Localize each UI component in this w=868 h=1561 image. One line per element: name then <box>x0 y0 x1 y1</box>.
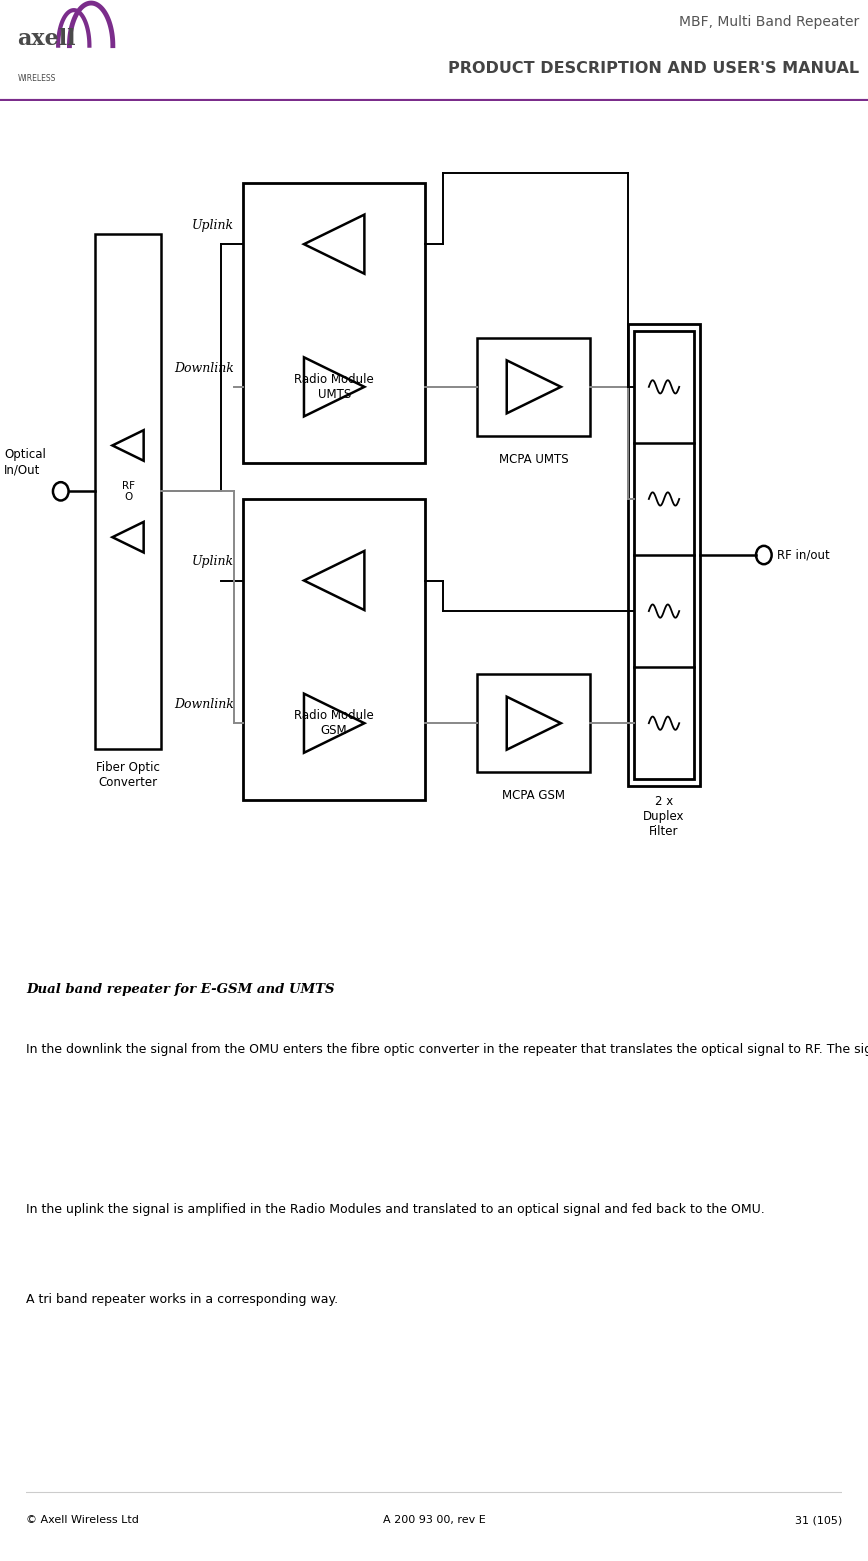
Text: axell: axell <box>17 28 76 50</box>
Bar <box>477 337 590 436</box>
Text: PRODUCT DESCRIPTION AND USER'S MANUAL: PRODUCT DESCRIPTION AND USER'S MANUAL <box>448 61 859 76</box>
Text: Radio Module
UMTS: Radio Module UMTS <box>294 373 374 401</box>
Bar <box>243 500 425 799</box>
Text: In the downlink the signal from the OMU enters the fibre optic converter in the : In the downlink the signal from the OMU … <box>26 1043 868 1055</box>
Polygon shape <box>113 521 144 553</box>
Text: 2 x
Duplex
Filter: 2 x Duplex Filter <box>643 795 685 838</box>
Polygon shape <box>507 361 561 414</box>
Text: Downlink: Downlink <box>174 698 234 710</box>
Bar <box>634 331 694 779</box>
Text: Fiber Optic
Converter: Fiber Optic Converter <box>96 760 160 788</box>
Text: Radio Module
GSM: Radio Module GSM <box>294 709 374 737</box>
Polygon shape <box>113 431 144 460</box>
Text: Optical
In/Out: Optical In/Out <box>4 448 46 476</box>
Text: Uplink: Uplink <box>192 556 234 568</box>
Bar <box>628 323 700 787</box>
Text: Downlink: Downlink <box>174 362 234 375</box>
Polygon shape <box>304 214 365 273</box>
Text: WIRELESS: WIRELESS <box>17 75 56 83</box>
Text: A tri band repeater works in a corresponding way.: A tri band repeater works in a correspon… <box>26 1293 339 1305</box>
Polygon shape <box>304 357 365 417</box>
Bar <box>95 234 161 749</box>
Polygon shape <box>507 696 561 749</box>
Text: MBF, Multi Band Repeater: MBF, Multi Band Repeater <box>679 16 859 30</box>
Polygon shape <box>304 551 365 610</box>
Text: RF
O: RF O <box>122 481 135 503</box>
Text: Uplink: Uplink <box>192 219 234 233</box>
Bar <box>243 183 425 464</box>
Text: In the uplink the signal is amplified in the Radio Modules and translated to an : In the uplink the signal is amplified in… <box>26 1202 765 1216</box>
Polygon shape <box>304 693 365 752</box>
Text: 31 (105): 31 (105) <box>795 1516 842 1525</box>
Text: A 200 93 00, rev E: A 200 93 00, rev E <box>383 1516 485 1525</box>
Text: RF in/out: RF in/out <box>777 548 830 562</box>
Text: © Axell Wireless Ltd: © Axell Wireless Ltd <box>26 1516 139 1525</box>
Bar <box>477 674 590 773</box>
Text: MCPA GSM: MCPA GSM <box>503 790 565 802</box>
Text: MCPA UMTS: MCPA UMTS <box>499 453 569 467</box>
Text: Dual band repeater for E-GSM and UMTS: Dual band repeater for E-GSM and UMTS <box>26 983 335 996</box>
